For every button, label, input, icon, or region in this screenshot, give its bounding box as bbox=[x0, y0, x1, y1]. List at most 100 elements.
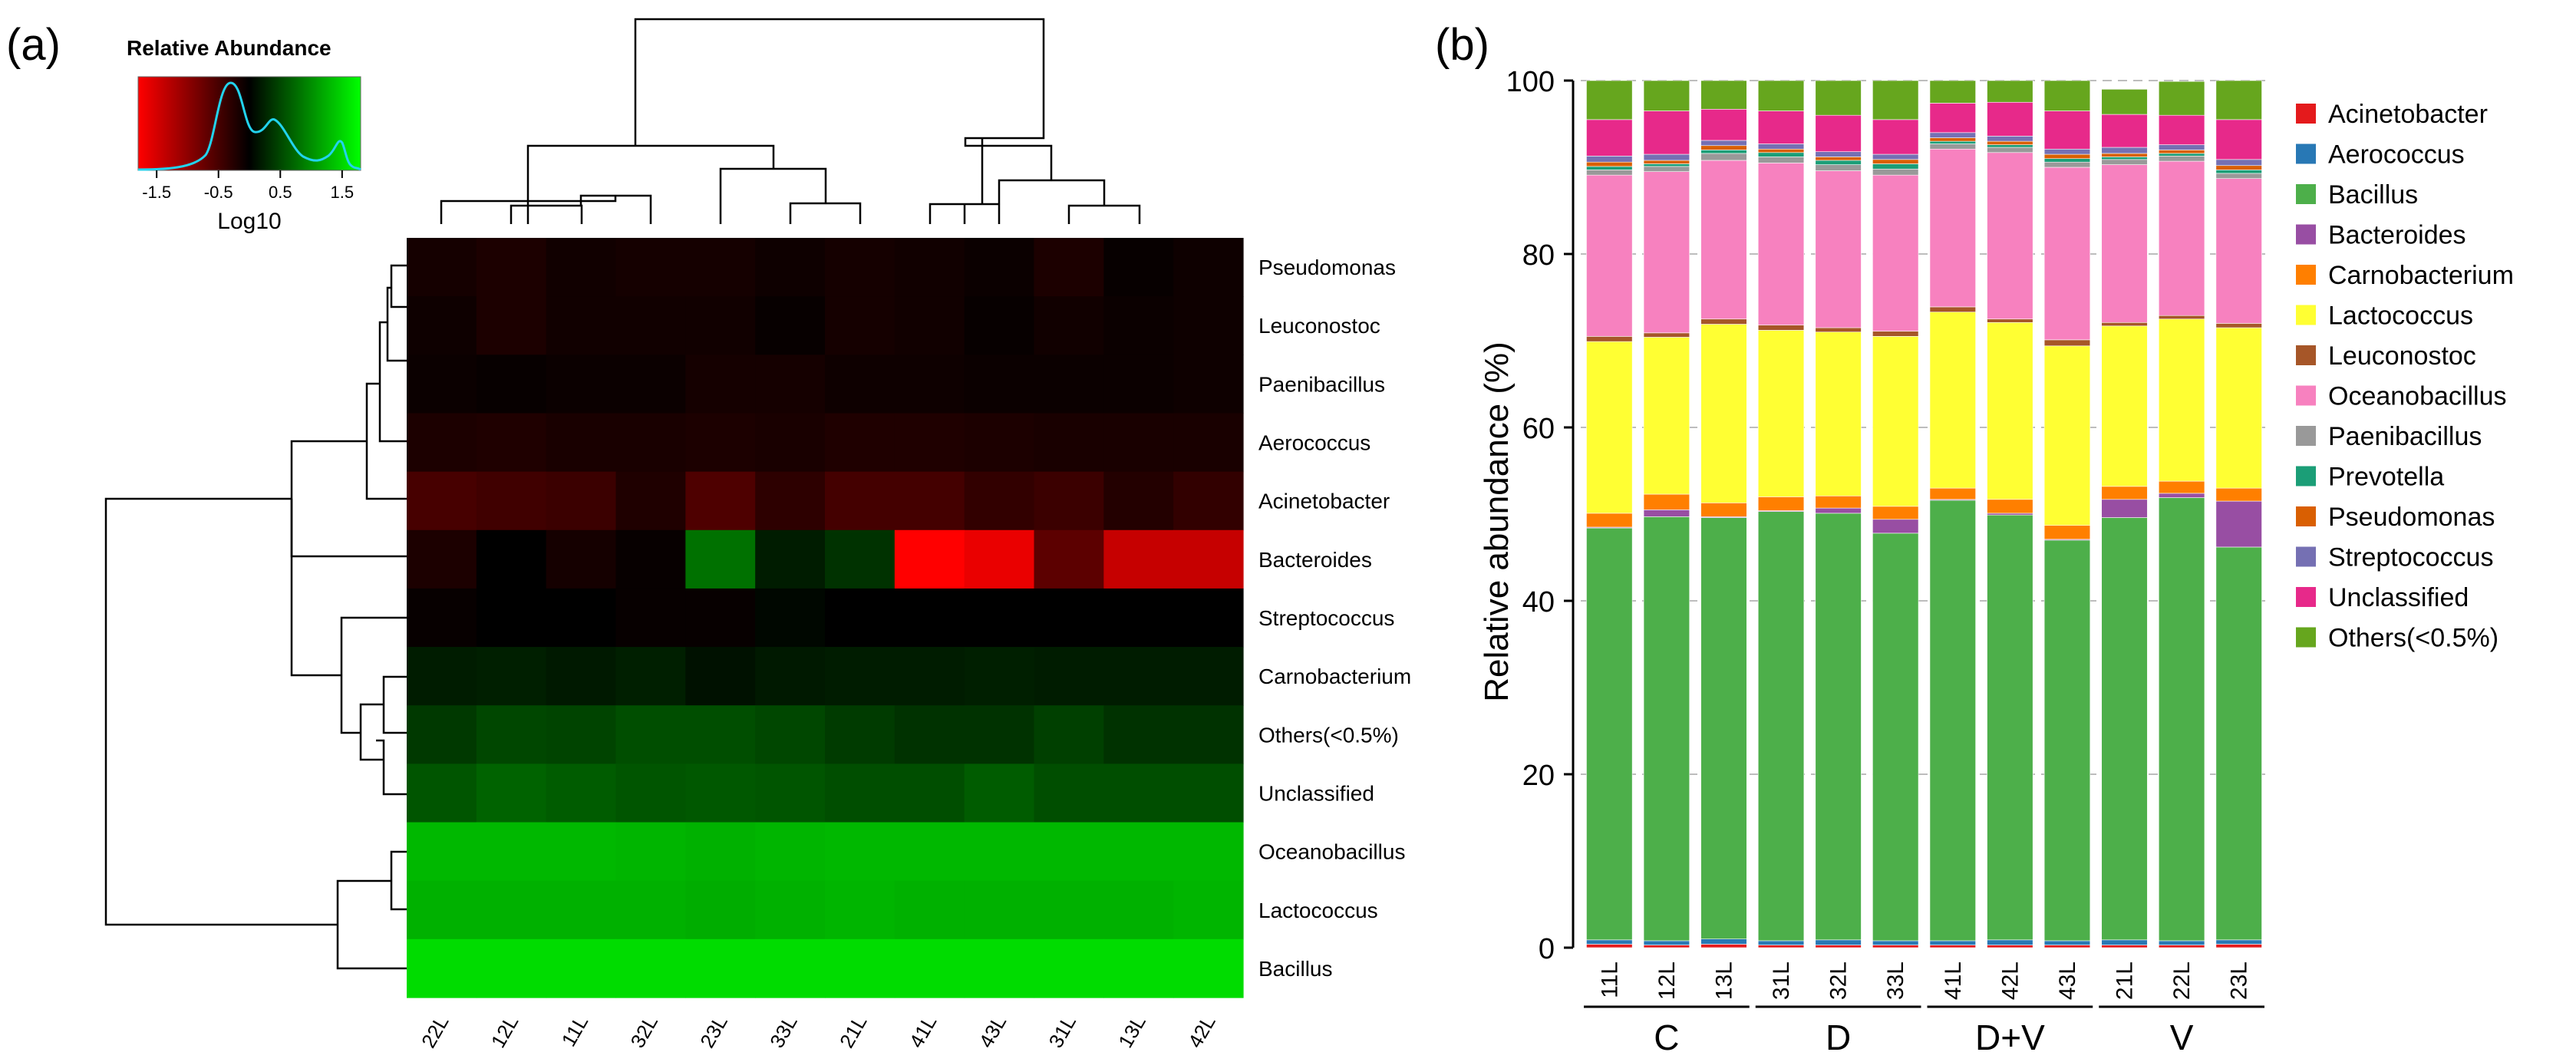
heatmap-cell bbox=[1173, 647, 1244, 706]
bar-segment bbox=[1757, 945, 1805, 948]
heatmap-cell bbox=[407, 764, 477, 823]
bar-segment bbox=[1757, 157, 1805, 163]
heatmap-cell bbox=[1034, 705, 1104, 764]
heatmap-cell bbox=[1034, 938, 1104, 998]
legend-item: Aerococcus bbox=[2296, 140, 2465, 170]
heatmap-cell bbox=[1173, 822, 1244, 882]
bar-segment bbox=[2158, 153, 2205, 157]
bar-segment bbox=[2043, 539, 2091, 942]
heatmap-cell bbox=[964, 413, 1035, 473]
legend-label: Unclassified bbox=[2328, 583, 2469, 612]
heatmap-cell bbox=[407, 938, 477, 998]
bar-segment bbox=[2215, 323, 2262, 328]
heatmap-cell bbox=[615, 529, 686, 589]
heatmap-cell bbox=[1034, 764, 1104, 823]
heatmap-cell bbox=[964, 764, 1035, 823]
bar-segment bbox=[2043, 940, 2091, 945]
heatmap-cell bbox=[755, 822, 826, 882]
bar-x-label: 12L bbox=[1654, 961, 1680, 1000]
heatmap-cell bbox=[476, 238, 547, 297]
bar-segment bbox=[1987, 514, 2033, 941]
legend-label: Others(<0.5%) bbox=[2328, 624, 2498, 653]
heatmap-cell bbox=[825, 705, 895, 764]
heatmap-column-label: 32L bbox=[625, 1011, 662, 1052]
bar-segment bbox=[1586, 161, 1633, 167]
bar-segment bbox=[1757, 80, 1805, 111]
heatmap-cell bbox=[755, 471, 826, 531]
heatmap-cell bbox=[755, 705, 826, 764]
heatmap-cell bbox=[685, 471, 756, 531]
heatmap-column-label: 31L bbox=[1044, 1011, 1080, 1052]
heatmap-cell bbox=[894, 705, 965, 764]
legend-item: Bacillus bbox=[2296, 180, 2418, 209]
bar-segment bbox=[1700, 503, 1747, 517]
bar-segment bbox=[1643, 493, 1690, 510]
legend-item: Oceanobacillus bbox=[2296, 382, 2506, 411]
heatmap-cell bbox=[1103, 588, 1174, 648]
bar-segment bbox=[1987, 136, 2033, 142]
bar-segment bbox=[2043, 345, 2091, 526]
heatmap-cell bbox=[964, 880, 1035, 940]
bar-segment bbox=[1643, 153, 1690, 161]
heatmap-col-labels: 22L 12L 11L 32L 23L 33L 21L 41L 43L 31L 13L 42L bbox=[417, 1011, 1220, 1052]
bar-stack-12L bbox=[1643, 80, 1690, 948]
legend-item: Pseudomonas bbox=[2296, 503, 2495, 532]
legend-swatch bbox=[2296, 104, 2316, 124]
legend-item: Leuconostoc bbox=[2296, 341, 2476, 371]
heatmap-cell bbox=[825, 938, 895, 998]
bar-segment bbox=[1815, 331, 1862, 496]
bar-segment bbox=[2043, 110, 2091, 150]
bar-segment bbox=[1586, 174, 1633, 337]
heatmap-cell bbox=[964, 471, 1035, 531]
heatmap-row-label: Bacteroides bbox=[1258, 548, 1372, 572]
bar-stacks bbox=[1586, 80, 2262, 948]
heatmap-cell bbox=[825, 647, 895, 706]
heatmap-cell bbox=[894, 880, 965, 940]
bar-segment bbox=[1872, 336, 1919, 507]
bar-segment bbox=[2101, 945, 2148, 948]
bar-segment bbox=[2043, 167, 2091, 341]
bar-segment bbox=[1586, 944, 1633, 948]
color-key-tick-label: 1.5 bbox=[331, 183, 355, 202]
bar-segment bbox=[1987, 140, 2033, 145]
bar-segment bbox=[2101, 499, 2148, 518]
bar-segment bbox=[2101, 486, 2148, 500]
heatmap-cell bbox=[1103, 705, 1174, 764]
bar-segment bbox=[1929, 148, 1976, 308]
bar-segment bbox=[2158, 493, 2205, 498]
bar-segment bbox=[1872, 331, 1919, 337]
heatmap-cell bbox=[476, 413, 547, 473]
heatmap-cell bbox=[407, 296, 477, 355]
bar-segment bbox=[1815, 495, 1862, 509]
bar-segment bbox=[1929, 945, 1976, 948]
bar-segment bbox=[1700, 140, 1747, 147]
legend-swatch bbox=[2296, 184, 2316, 204]
heatmap-cell bbox=[407, 705, 477, 764]
legend-swatch bbox=[2296, 385, 2316, 406]
heatmap-row-label: Unclassified bbox=[1258, 781, 1374, 805]
heatmap-cell bbox=[1173, 705, 1244, 764]
heatmap-row-label: Aerococcus bbox=[1258, 431, 1370, 455]
bar-x-label: 41L bbox=[1941, 961, 1966, 1000]
bar-segment bbox=[2158, 81, 2205, 116]
heatmap-cell bbox=[407, 471, 477, 531]
heatmap-cell bbox=[476, 296, 547, 355]
heatmap-cell bbox=[964, 938, 1035, 998]
legend-label: Acinetobacter bbox=[2328, 100, 2488, 129]
bar-segment bbox=[1872, 174, 1919, 331]
group-label: C bbox=[1654, 1017, 1679, 1057]
heatmap-cell bbox=[825, 822, 895, 882]
heatmap-cell bbox=[1103, 938, 1174, 998]
y-tick-label: 80 bbox=[1522, 239, 1555, 272]
bar-segment bbox=[1872, 168, 1919, 176]
bar-segment bbox=[1987, 318, 2033, 323]
heatmap-cell bbox=[615, 822, 686, 882]
bar-segment bbox=[1929, 132, 1976, 138]
heatmap-cell bbox=[1103, 355, 1174, 414]
heatmap-cell bbox=[685, 529, 756, 589]
heatmap-column-label: 42L bbox=[1183, 1011, 1220, 1052]
bar-segment bbox=[2043, 80, 2091, 111]
color-key: Relative Abundance -1.5 -0.5 0.5 1.5 Log10 bbox=[127, 36, 361, 234]
bar-segment bbox=[1700, 153, 1747, 161]
bar-segment bbox=[1586, 527, 1633, 941]
